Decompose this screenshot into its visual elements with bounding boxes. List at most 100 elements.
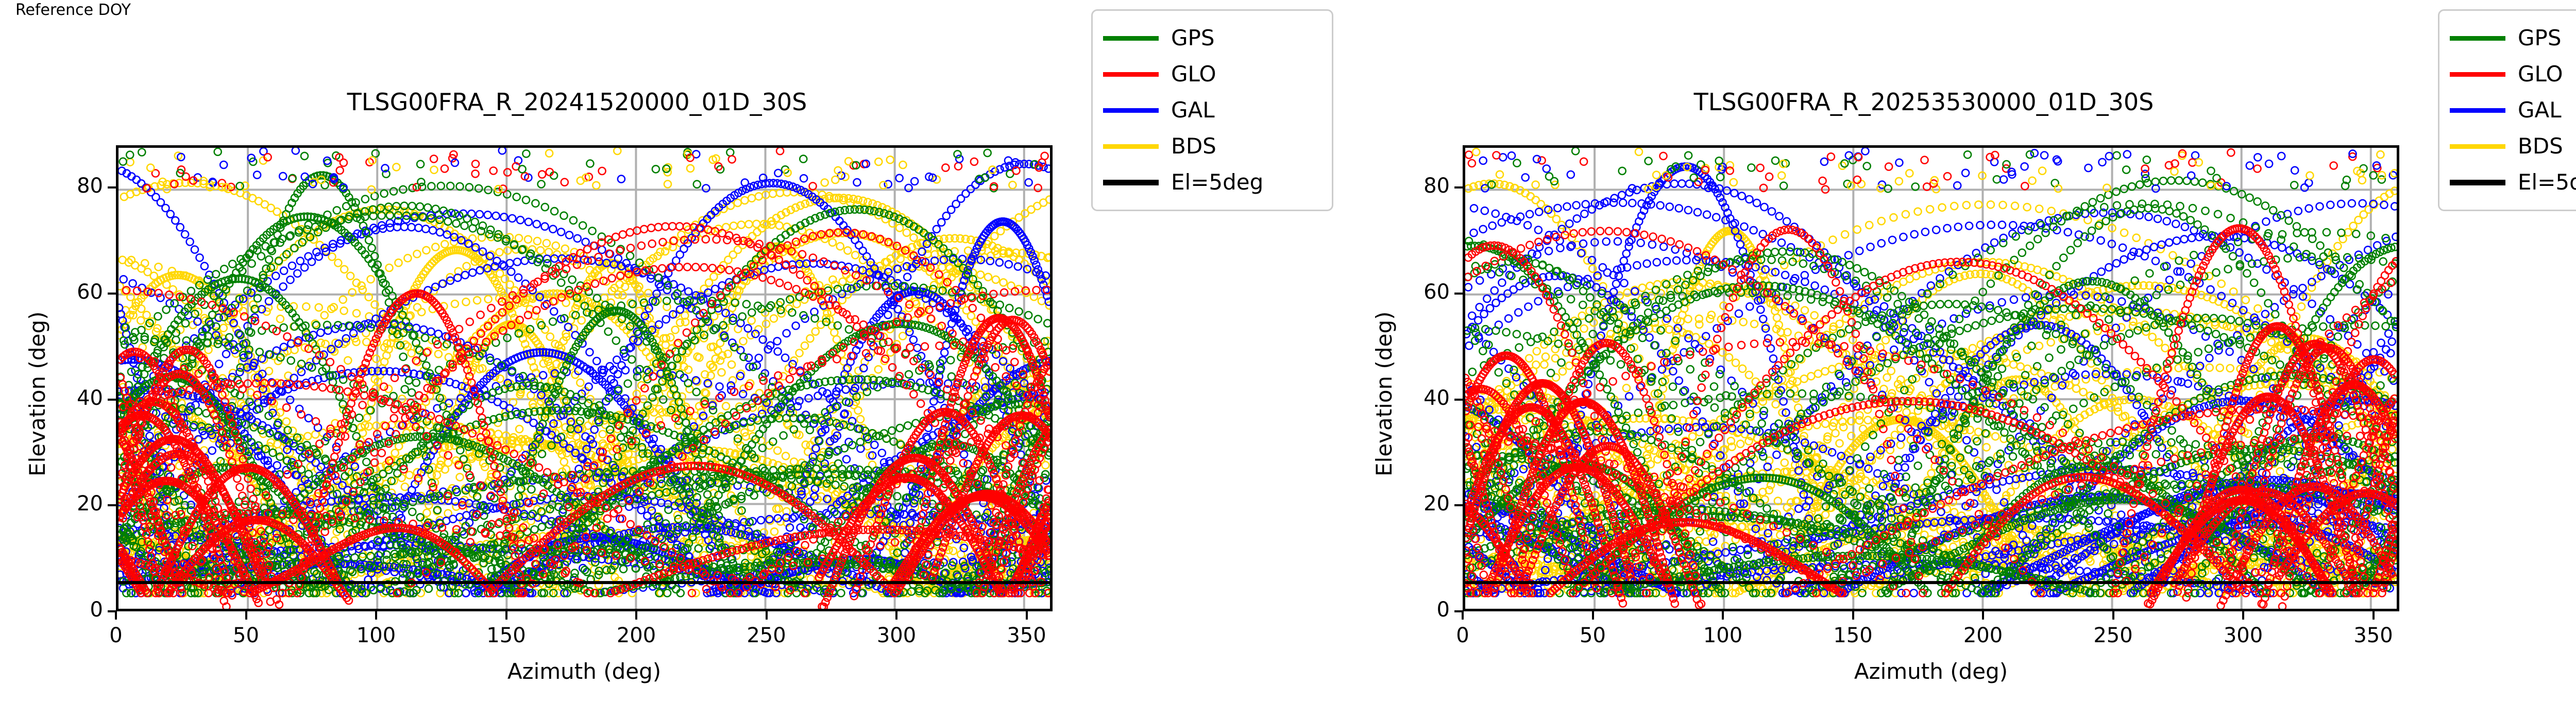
y-axis-label: Elevation (deg) [25, 311, 50, 476]
x-tick-mark [635, 611, 637, 620]
x-tick-mark [505, 611, 507, 620]
x-tick-mark [375, 611, 377, 620]
legend-label-GPS: GPS [2518, 26, 2562, 50]
legend-swatch-GAL [1103, 108, 1159, 113]
x-tick-label: 100 [1682, 624, 1764, 647]
skyplot-traces [118, 148, 1050, 609]
x-tick-label: 50 [1552, 624, 1634, 647]
y-tick-label: 40 [18, 386, 103, 410]
y-tick-label: 40 [1365, 386, 1450, 410]
y-tick-label: 80 [18, 174, 103, 198]
x-tick-label: 350 [986, 624, 1068, 647]
legend-label-BDS: BDS [1171, 134, 1216, 158]
y-tick-mark [108, 186, 116, 189]
legend-entry-El5deg: El=5deg [2450, 164, 2576, 200]
figure-suptitle: Reference DOY [15, 1, 131, 20]
x-tick-mark [245, 611, 247, 620]
legend-swatch-GPS [2450, 36, 2505, 41]
x-tick-label: 300 [855, 624, 938, 647]
legend-entry-GLO: GLO [2450, 56, 2576, 92]
x-axis-label: Azimuth (deg) [1463, 659, 2399, 684]
x-tick-mark [765, 611, 768, 620]
legend-entry-El5deg: El=5deg [1103, 164, 1320, 200]
legend-swatch-BDS [1103, 144, 1159, 149]
legend-swatch-GLO [2450, 72, 2505, 77]
plot-area-right [1463, 145, 2399, 611]
legend-entry-BDS: BDS [1103, 128, 1320, 164]
x-tick-label: 0 [1421, 624, 1504, 647]
plot-clip [118, 148, 1050, 609]
x-tick-mark [1852, 611, 1854, 620]
panel-title-right: TLSG00FRA_R_20253530000_01D_30S [1347, 88, 2501, 116]
legend-entry-GLO: GLO [1103, 56, 1320, 92]
legend-label-BDS: BDS [2518, 134, 2563, 158]
y-tick-mark [1454, 610, 1463, 612]
trace-group-GLO [1465, 224, 2397, 609]
legend-label-GLO: GLO [1171, 62, 1216, 86]
x-tick-mark [2112, 611, 2114, 620]
legend-entry-GPS: GPS [2450, 20, 2576, 56]
skyplot-traces [1465, 148, 2397, 609]
legend-swatch-GAL [2450, 108, 2505, 113]
y-tick-label: 60 [18, 280, 103, 304]
trace-group-high-elevation [118, 148, 1049, 194]
x-tick-mark [895, 611, 897, 620]
legend-label-GAL: GAL [1171, 98, 1215, 122]
x-tick-mark [2372, 611, 2375, 620]
x-tick-label: 200 [595, 624, 677, 647]
x-tick-label: 350 [2332, 624, 2415, 647]
legend-right: GPS GLO GAL BDS El=5deg [2438, 9, 2576, 211]
x-tick-label: 150 [465, 624, 548, 647]
legend-swatch-BDS [2450, 144, 2505, 149]
y-tick-mark [1454, 292, 1463, 295]
x-tick-mark [1722, 611, 1724, 620]
x-axis-label: Azimuth (deg) [116, 659, 1053, 684]
trace-group-GLO [118, 222, 1050, 609]
skyplot-panel-left: TLSG00FRA_R_20241520000_01D_30S 0 50 100 15… [0, 0, 1154, 720]
legend-entry-GAL: GAL [2450, 92, 2576, 128]
y-tick-mark [108, 504, 116, 507]
y-tick-label: 80 [1365, 174, 1450, 198]
y-tick-mark [1454, 186, 1463, 189]
x-tick-mark [2242, 611, 2244, 620]
legend-swatch-GLO [1103, 72, 1159, 77]
x-tick-label: 250 [725, 624, 808, 647]
x-tick-label: 50 [205, 624, 287, 647]
legend-label-GPS: GPS [1171, 26, 1215, 50]
y-tick-label: 60 [1365, 280, 1450, 304]
x-tick-mark [1591, 611, 1594, 620]
legend-left: GPS GLO GAL BDS El=5deg [1091, 9, 1333, 211]
legend-entry-BDS: BDS [2450, 128, 2576, 164]
y-tick-mark [108, 610, 116, 612]
x-tick-label: 100 [335, 624, 417, 647]
plot-clip [1465, 148, 2397, 609]
skyplot-panel-right: TLSG00FRA_R_20253530000_01D_30S 0 50 100 15… [1347, 0, 2501, 720]
x-tick-label: 150 [1812, 624, 1894, 647]
x-tick-label: 300 [2202, 624, 2284, 647]
y-tick-label: 0 [18, 598, 103, 622]
legend-label-El5deg: El=5deg [2518, 170, 2576, 194]
y-axis-label: Elevation (deg) [1371, 311, 1397, 476]
y-tick-mark [1454, 398, 1463, 401]
legend-label-GLO: GLO [2518, 62, 2563, 86]
x-tick-label: 250 [2072, 624, 2155, 647]
legend-entry-GPS: GPS [1103, 20, 1320, 56]
x-tick-mark [1982, 611, 1984, 620]
legend-entry-GAL: GAL [1103, 92, 1320, 128]
legend-label-GAL: GAL [2518, 98, 2562, 122]
y-tick-label: 20 [18, 492, 103, 516]
legend-swatch-El5deg [2450, 179, 2505, 185]
legend-swatch-GPS [1103, 36, 1159, 41]
y-tick-mark [1454, 504, 1463, 507]
x-tick-label: 200 [1942, 624, 2024, 647]
panel-title-left: TLSG00FRA_R_20241520000_01D_30S [0, 88, 1154, 116]
trace-group-high-elevation [1465, 148, 2397, 194]
y-tick-label: 0 [1365, 598, 1450, 622]
y-tick-mark [108, 398, 116, 401]
x-tick-mark [115, 611, 117, 620]
x-tick-label: 0 [75, 624, 157, 647]
plot-area-left [116, 145, 1053, 611]
legend-label-El5deg: El=5deg [1171, 170, 1263, 194]
x-tick-mark [1462, 611, 1464, 620]
